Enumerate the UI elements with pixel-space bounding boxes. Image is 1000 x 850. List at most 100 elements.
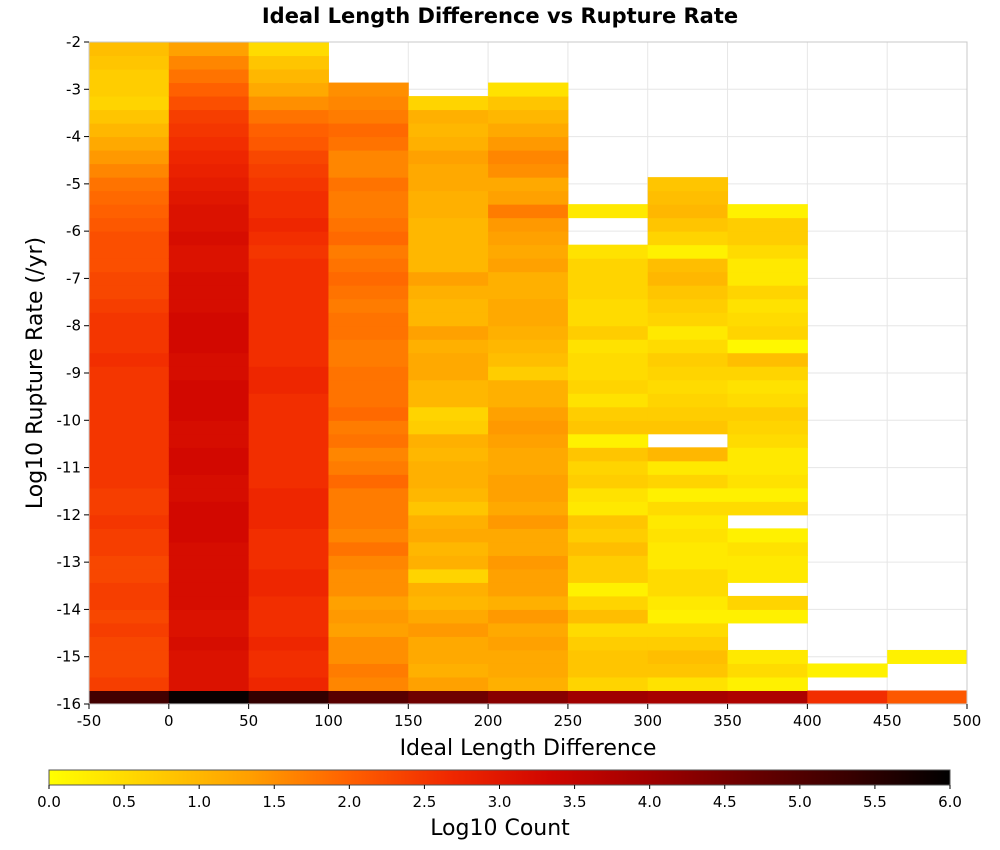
y-tick-label: -5 [66,175,81,193]
heatmap-cell [168,649,250,664]
heatmap-cell [89,676,170,691]
heatmap-cell [488,447,569,462]
heatmap-cell [328,649,409,664]
heatmap-cell [89,244,170,259]
heatmap-cell [647,528,729,543]
heatmap-cell [727,204,808,219]
heatmap-cell [248,393,329,408]
heatmap-cell [328,582,409,597]
heatmap-cell [567,676,649,691]
colorbar-tick-label: 5.0 [788,793,812,811]
heatmap-cell [248,582,329,597]
heatmap-cell [488,460,569,475]
heatmap-cell [168,231,250,246]
heatmap-cell [727,406,808,421]
heatmap-cell [488,244,569,259]
heatmap-cell [488,609,569,624]
heatmap-cell [89,285,170,300]
heatmap-cell [488,433,569,448]
heatmap-cell [168,568,250,583]
heatmap-cell [488,528,569,543]
heatmap-cell [647,231,729,246]
heatmap-cell [89,595,170,610]
heatmap-cell [727,285,808,300]
heatmap-cell [727,595,808,610]
heatmap-cell [727,271,808,286]
heatmap-cell [89,271,170,286]
heatmap-cell [89,109,170,124]
heatmap-cell [488,285,569,300]
heatmap-cell [408,541,489,556]
heatmap-cell [168,379,250,394]
heatmap-cell [168,325,250,340]
heatmap-cell [328,393,409,408]
heatmap-cell [89,352,170,367]
heatmap-cell [647,555,729,570]
heatmap-cell [647,217,729,232]
colorbar-tick-label: 3.0 [488,793,512,811]
heatmap-cell [328,541,409,556]
heatmap-cell [328,622,409,637]
heatmap-cell [727,420,808,435]
heatmap-cell [727,528,808,543]
heatmap-cell [328,447,409,462]
heatmap-cell [328,163,409,178]
heatmap-cell [567,514,649,529]
heatmap-cell [488,636,569,651]
heatmap-cell [328,217,409,232]
heatmap-cell [488,177,569,192]
heatmap-cell [488,420,569,435]
heatmap-cell [408,393,489,408]
heatmap-cell [408,190,489,205]
y-tick-label: -2 [66,33,81,51]
heatmap-cell [89,460,170,475]
heatmap-cell [567,298,649,313]
heatmap-cell [647,244,729,259]
heatmap-cell [488,555,569,570]
heatmap-cell [488,258,569,273]
heatmap-cell [647,636,729,651]
heatmap-cell [168,528,250,543]
heatmap-cell [567,582,649,597]
heatmap-cell [89,636,170,651]
heatmap-cell [168,541,250,556]
heatmap-cell [408,285,489,300]
heatmap-cell [408,244,489,259]
heatmap-cell [168,595,250,610]
heatmap-cell [89,217,170,232]
heatmap-cell [248,258,329,273]
heatmap-cell [89,663,170,678]
colorbar-tick-label: 0.5 [112,793,136,811]
heatmap-cell [168,460,250,475]
heatmap-cell [89,312,170,327]
chart-title: Ideal Length Difference vs Rupture Rate [262,4,738,28]
heatmap-cell [567,555,649,570]
heatmap-cell [567,352,649,367]
heatmap-cell [168,109,250,124]
heatmap-cell [89,393,170,408]
heatmap-cell [89,501,170,516]
y-tick-label: -16 [57,695,82,713]
y-tick-label: -10 [57,411,82,429]
heatmap-cell [488,204,569,219]
heatmap-cell [647,177,729,192]
heatmap-cell [567,649,649,664]
heatmap-cell [647,487,729,502]
heatmap-cell [727,609,808,624]
heatmap-cell [248,622,329,637]
heatmap-cell [89,298,170,313]
heatmap-cell [168,555,250,570]
heatmap-cell [168,312,250,327]
heatmap-cell [328,487,409,502]
y-tick-label: -6 [66,222,81,240]
heatmap-cell [488,109,569,124]
colorbar-tick-label: 1.5 [262,793,286,811]
heatmap-cell [727,325,808,340]
heatmap-cell [488,690,569,705]
heatmap-cell [408,231,489,246]
heatmap-cell [89,366,170,381]
heatmap-cell [488,582,569,597]
heatmap-cell [168,676,250,691]
heatmap-cell [647,339,729,354]
heatmap-cell [168,636,250,651]
